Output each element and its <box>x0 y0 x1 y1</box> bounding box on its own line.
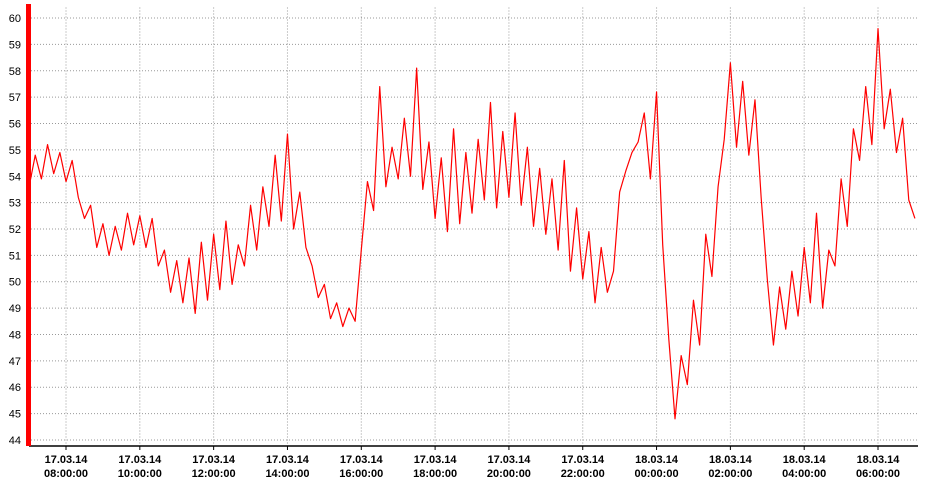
x-tick-label: 17.03.14 08:00:00 <box>44 454 88 480</box>
x-tick-label: 17.03.14 20:00:00 <box>487 454 531 480</box>
x-tick-label: 18.03.14 06:00:00 <box>856 454 900 480</box>
y-tick-label: 49 <box>9 303 21 315</box>
y-tick-label: 50 <box>9 277 21 289</box>
x-tick-label: 17.03.14 12:00:00 <box>192 454 236 480</box>
y-tick-label: 54 <box>9 171 21 183</box>
x-tick-label: 18.03.14 02:00:00 <box>708 454 752 480</box>
y-tick-label: 48 <box>9 329 21 341</box>
y-tick-label: 47 <box>9 356 21 368</box>
y-tick-label: 44 <box>9 435 21 447</box>
x-tick-label: 18.03.14 00:00:00 <box>635 454 679 480</box>
y-tick-label: 46 <box>9 382 21 394</box>
x-tick-label: 17.03.14 22:00:00 <box>561 454 605 480</box>
x-tick-label: 17.03.14 16:00:00 <box>339 454 383 480</box>
y-tick-label: 57 <box>9 92 21 104</box>
y-tick-label: 56 <box>9 119 21 131</box>
y-axis <box>26 4 31 446</box>
y-tick-label: 51 <box>9 250 21 262</box>
y-tick-label: 59 <box>9 39 21 51</box>
y-tick-label: 53 <box>9 198 21 210</box>
y-tick-label: 45 <box>9 409 21 421</box>
x-tick-label: 17.03.14 18:00:00 <box>413 454 457 480</box>
series-line <box>28 28 916 420</box>
y-tick-label: 60 <box>9 13 21 25</box>
x-tick-label: 17.03.14 14:00:00 <box>265 454 309 480</box>
y-tick-label: 55 <box>9 145 21 157</box>
x-tick-label: 17.03.14 10:00:00 <box>118 454 162 480</box>
y-tick-label: 52 <box>9 224 21 236</box>
y-tick-label: 58 <box>9 66 21 78</box>
x-tick-label: 18.03.14 04:00:00 <box>782 454 826 480</box>
